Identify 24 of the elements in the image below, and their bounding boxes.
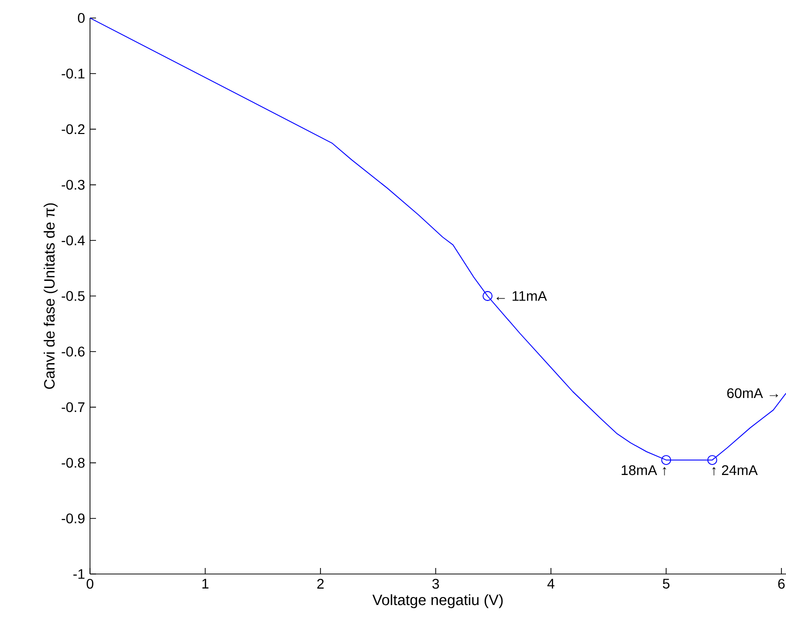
y-tick-label: -0.3: [62, 180, 85, 190]
y-axis-title: Canvi de fase (Unitats de π): [44, 203, 58, 389]
x-tick-label: 6: [778, 578, 785, 589]
x-tick-label: 0: [86, 578, 94, 589]
annotation: 60mA →: [727, 388, 778, 398]
annotation: ← 11mA: [496, 291, 547, 301]
y-tick-label: -1: [73, 569, 84, 579]
y-tick-label: -0.8: [62, 458, 85, 468]
x-tick-label: 4: [547, 578, 554, 588]
annotation: ↑ 24mA: [712, 465, 758, 476]
x-tick-label: 5: [662, 578, 670, 589]
y-tick-label: -0.9: [62, 513, 84, 524]
y-tick-label: -0.4: [62, 235, 85, 246]
y-tick-label: -0.7: [62, 402, 84, 412]
x-axis-title: Voltatge negatiu (V): [372, 594, 503, 608]
y-tick-label: -0.5: [62, 291, 85, 301]
y-tick-label: -0.1: [62, 68, 84, 79]
x-tick-label: 1: [202, 578, 208, 588]
y-tick-label: 0: [78, 13, 85, 23]
y-tick-label: -0.6: [62, 346, 85, 357]
x-tick-label: 3: [432, 578, 439, 589]
x-tick-label: 2: [317, 578, 324, 589]
annotation: 18mA ↑: [622, 465, 666, 476]
y-tick-label: -0.2: [62, 124, 84, 134]
